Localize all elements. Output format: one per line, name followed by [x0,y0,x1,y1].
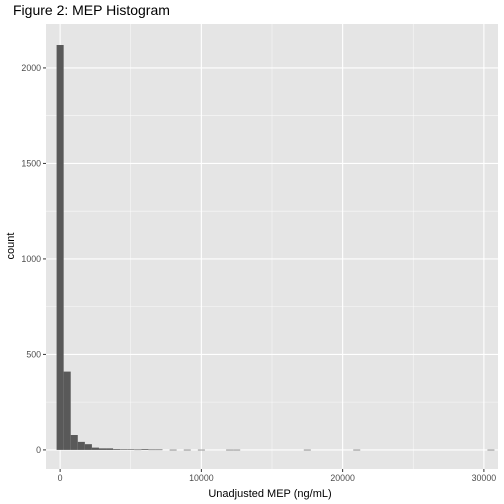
histogram-bar [70,435,78,450]
chart-title: Figure 2: MEP Histogram [13,2,170,18]
x-tick-label: 20000 [330,473,355,483]
y-tick-label: 500 [26,349,41,359]
histogram-bar [353,449,361,451]
histogram-bar [77,441,85,450]
y-axis: 0 500 1000 1500 2000 [21,63,46,455]
histogram-bar [134,449,142,451]
y-tick-label: 1000 [21,254,41,264]
y-tick-label: 2000 [21,63,41,73]
histogram-bar [120,449,128,450]
histogram-bar [233,449,241,451]
histogram-bar [106,448,114,450]
x-tick-label: 10000 [189,473,214,483]
histogram-bar [226,449,234,451]
histogram-bar [183,449,191,451]
y-tick-label: 0 [36,445,41,455]
y-axis-title: count [5,233,17,260]
histogram-bar [127,449,135,450]
histogram-bar [487,449,495,451]
histogram-bar [113,449,121,450]
histogram-bar [155,449,163,451]
histogram-bar [169,449,177,451]
y-tick-label: 1500 [21,158,41,168]
histogram-bar [91,447,99,450]
minor-gridlines [46,24,498,469]
histogram-bar [303,449,311,451]
histogram-bar [84,444,92,450]
histogram-bars [56,45,495,451]
histogram-bar [197,449,205,451]
x-axis: 0 10000 20000 30000 [58,469,497,483]
x-tick-label: 30000 [472,473,497,483]
histogram-bar [56,45,64,450]
x-axis-title: Unadjusted MEP (ng/mL) [208,488,331,500]
histogram-bar [141,449,149,450]
histogram-bar [98,448,107,450]
histogram-bar [148,449,156,451]
histogram-bar [63,371,71,450]
x-tick-label: 0 [58,473,63,483]
